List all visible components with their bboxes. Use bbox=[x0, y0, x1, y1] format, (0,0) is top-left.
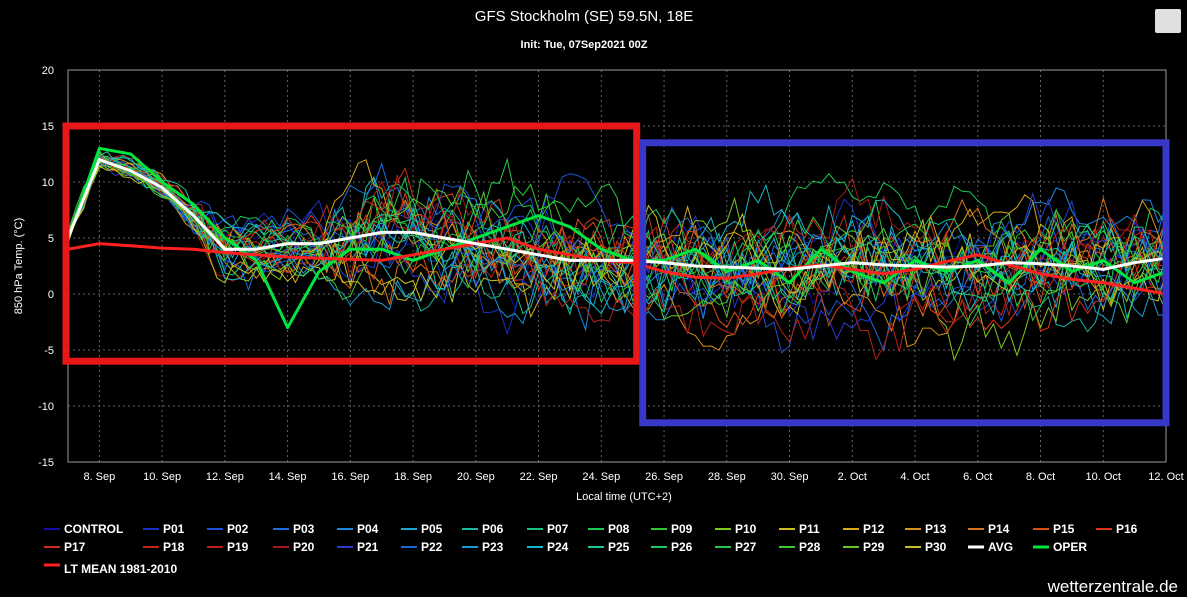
legend-item-p18[interactable]: P18 bbox=[163, 540, 185, 554]
ensemble-line-p02 bbox=[67, 158, 1167, 354]
y-tick-label: 20 bbox=[42, 65, 54, 77]
y-tick-label: 15 bbox=[42, 121, 54, 133]
legend-item-p22[interactable]: P22 bbox=[421, 540, 443, 554]
legend-item-p11[interactable]: P11 bbox=[799, 522, 820, 536]
legend-item-p28[interactable]: P28 bbox=[799, 540, 821, 554]
x-tick-label: 10. Oct bbox=[1086, 471, 1121, 483]
ensemble-line-p16 bbox=[67, 159, 1167, 332]
hamburger-menu-icon[interactable] bbox=[1155, 9, 1181, 33]
legend-item-p03[interactable]: P03 bbox=[293, 522, 315, 536]
annotation-box-1 bbox=[62, 122, 641, 365]
x-tick-label: 20. Sep bbox=[457, 471, 495, 483]
x-tick-label: 8. Oct bbox=[1026, 471, 1055, 483]
ensemble-line-p24 bbox=[67, 156, 1167, 316]
legend-item-p05[interactable]: P05 bbox=[421, 522, 443, 536]
chart-title: GFS Stockholm (SE) 59.5N, 18E bbox=[475, 8, 693, 25]
ensemble-line-p28 bbox=[67, 151, 1167, 315]
x-tick-label: 12. Oct bbox=[1148, 471, 1183, 483]
x-tick-label: 28. Sep bbox=[708, 471, 746, 483]
ensemble-line-p11 bbox=[67, 162, 1167, 319]
legend-item-avg[interactable]: AVG bbox=[988, 540, 1013, 554]
ensemble-line-p27 bbox=[67, 157, 1167, 327]
legend-item-p26[interactable]: P26 bbox=[671, 540, 693, 554]
legend-item-lt-mean[interactable]: LT MEAN 1981-2010 bbox=[64, 562, 177, 576]
series-lines bbox=[66, 146, 1167, 330]
legend-item-p25[interactable]: P25 bbox=[608, 540, 630, 554]
ensemble-line-p18 bbox=[67, 153, 1167, 334]
x-tick-label: 16. Sep bbox=[331, 471, 369, 483]
ensemble-line-p15 bbox=[67, 156, 1167, 329]
legend-item-p04[interactable]: P04 bbox=[357, 522, 379, 536]
legend-item-p29[interactable]: P29 bbox=[863, 540, 885, 554]
legend-item-p23[interactable]: P23 bbox=[482, 540, 504, 554]
x-tick-label: 6. Oct bbox=[963, 471, 992, 483]
x-tick-label: 4. Oct bbox=[900, 471, 929, 483]
legend-item-p27[interactable]: P27 bbox=[735, 540, 757, 554]
ensemble-line-p29 bbox=[67, 161, 1167, 325]
x-tick-label: 10. Sep bbox=[143, 471, 181, 483]
legend-item-p13[interactable]: P13 bbox=[925, 522, 947, 536]
legend-item-p07[interactable]: P07 bbox=[547, 522, 569, 536]
legend-item-p10[interactable]: P10 bbox=[735, 522, 757, 536]
annotation-boxes bbox=[62, 122, 1170, 427]
y-tick-label: 5 bbox=[48, 233, 54, 245]
x-tick-label: 30. Sep bbox=[771, 471, 809, 483]
legend-item-p12[interactable]: P12 bbox=[863, 522, 885, 536]
x-tick-label: 24. Sep bbox=[582, 471, 620, 483]
legend-item-p08[interactable]: P08 bbox=[608, 522, 630, 536]
series-line-avg bbox=[66, 158, 1167, 271]
y-tick-label: 0 bbox=[48, 289, 54, 301]
legend-item-p20[interactable]: P20 bbox=[293, 540, 315, 554]
y-axis-label: 850 hPa Temp. (°C) bbox=[13, 218, 25, 315]
legend-item-p06[interactable]: P06 bbox=[482, 522, 504, 536]
y-tick-label: 10 bbox=[42, 177, 54, 189]
chart-subtitle: Init: Tue, 07Sep2021 00Z bbox=[521, 39, 648, 51]
legend-item-p15[interactable]: P15 bbox=[1053, 522, 1075, 536]
legend-item-p01[interactable]: P01 bbox=[163, 522, 185, 536]
legend-item-p16[interactable]: P16 bbox=[1116, 522, 1138, 536]
legend-item-control[interactable]: CONTROL bbox=[64, 522, 123, 536]
legend-item-p21[interactable]: P21 bbox=[357, 540, 379, 554]
legend: CONTROL P01 P02 P03 P04 P05 P06 P07 P08 P09 P10 P11… bbox=[44, 522, 1138, 576]
credit-text: wetterzentrale.de bbox=[1047, 577, 1178, 596]
ensemble-line-p30 bbox=[67, 165, 1167, 302]
x-tick-label: 22. Sep bbox=[520, 471, 558, 483]
legend-item-p02[interactable]: P02 bbox=[227, 522, 249, 536]
y-tick-label: -5 bbox=[44, 345, 54, 357]
x-axis: 8. Sep 10. Sep 12. Sep 14. Sep 16. Sep 18. Se… bbox=[83, 471, 1183, 483]
x-tick-label: 14. Sep bbox=[269, 471, 307, 483]
x-tick-label: 18. Sep bbox=[394, 471, 432, 483]
x-tick-label: 2. Oct bbox=[838, 471, 867, 483]
ensemble-line-p17 bbox=[67, 154, 1167, 323]
legend-item-p19[interactable]: P19 bbox=[227, 540, 249, 554]
x-tick-label: 12. Sep bbox=[206, 471, 244, 483]
x-tick-label: 26. Sep bbox=[645, 471, 683, 483]
ensemble-line-p08 bbox=[67, 165, 1167, 308]
x-tick-label: 8. Sep bbox=[83, 471, 115, 483]
x-axis-label: Local time (UTC+2) bbox=[576, 491, 672, 503]
legend-item-oper[interactable]: OPER bbox=[1053, 540, 1087, 554]
y-tick-label: -10 bbox=[38, 401, 54, 413]
ensemble-line-p03 bbox=[67, 156, 1167, 353]
legend-item-p30[interactable]: P30 bbox=[925, 540, 947, 554]
legend-item-p24[interactable]: P24 bbox=[547, 540, 569, 554]
legend-item-p17[interactable]: P17 bbox=[64, 540, 86, 554]
y-tick-label: -15 bbox=[38, 457, 54, 469]
legend-item-p09[interactable]: P09 bbox=[671, 522, 693, 536]
annotation-box-2 bbox=[639, 139, 1170, 427]
y-axis: 20 15 10 5 0 -5 -10 -15 bbox=[38, 65, 54, 469]
legend-item-p14[interactable]: P14 bbox=[988, 522, 1010, 536]
